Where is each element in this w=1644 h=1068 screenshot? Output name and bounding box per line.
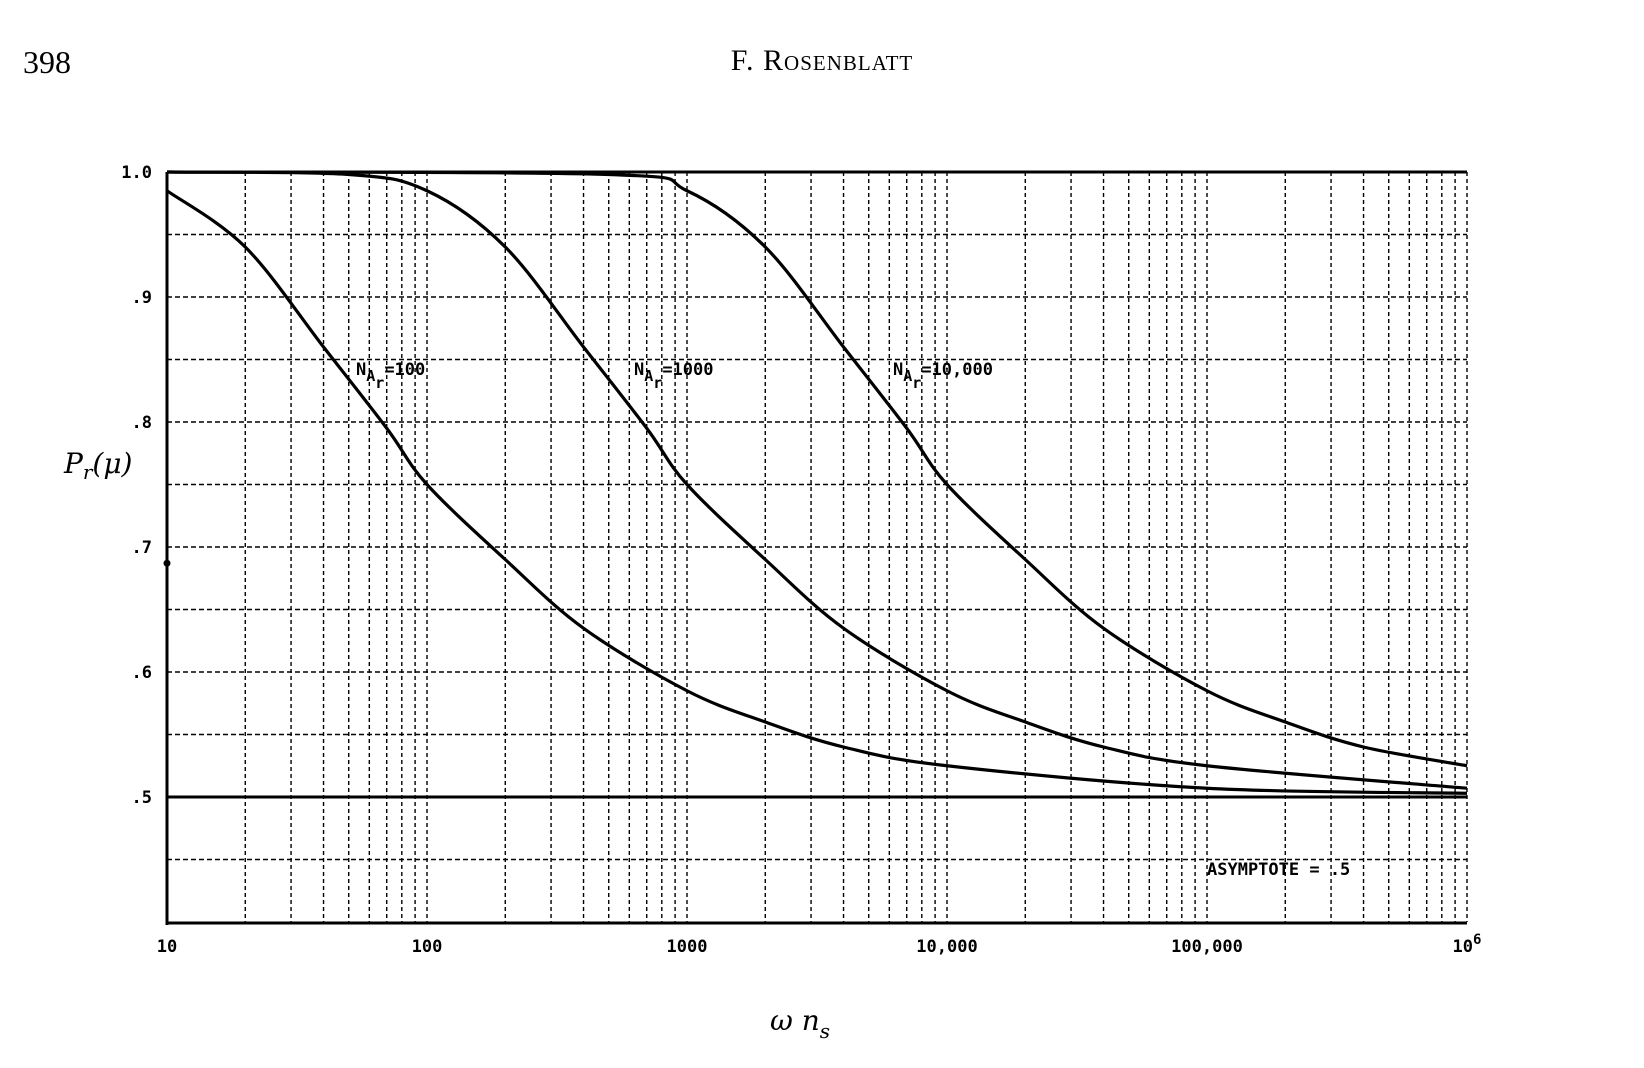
x-tick-label: 100,000 [1171,937,1243,957]
x-tick-label: 1000 [667,937,708,957]
asymptote-label: ASYMPTOTE = .5 [1207,860,1350,880]
y-tick-label: .5 [132,788,152,808]
curve-1000 [166,170,1468,790]
curve-100 [166,189,1468,795]
x-tick-label: 10,000 [916,937,977,957]
axes [163,170,1468,925]
y-tick-label: .9 [132,288,152,308]
x-tick-label: 106 [1453,932,1482,957]
x-axis-label: ω ns [770,1004,830,1043]
data-curves [166,170,1468,795]
y-tick-label: .7 [132,538,152,558]
grid-lines [166,172,1467,922]
series-label: NAr=100 [356,360,425,392]
series-label: NAr=1000 [634,360,714,392]
y-tick-label: 1.0 [121,163,152,183]
y-axis-label: Pr(μ) [63,447,132,484]
axis-dot [163,559,171,567]
y-tick-label: .8 [132,413,152,433]
page-number: 398 [23,44,71,80]
y-axis-label-main: Pr(μ) [63,447,132,484]
tick-labels: 10 100 1000 10,000 100,000 106 1.0 .9 .8 .7 .6 .5 [121,163,1481,957]
running-head-text: F. Rosenblatt [730,44,914,77]
series-labels: NAr=100 NAr=1000 NAr=10,000 [356,360,993,392]
series-label: NAr=10,000 [893,360,993,392]
x-tick-label: 100 [412,937,443,957]
x-tick-label: 10 [157,937,177,957]
x-axis-label-main: ω ns [770,1004,830,1043]
running-head: F. Rosenblatt [0,44,1644,78]
curve-10000 [166,170,1468,768]
y-tick-label: .6 [132,663,152,683]
